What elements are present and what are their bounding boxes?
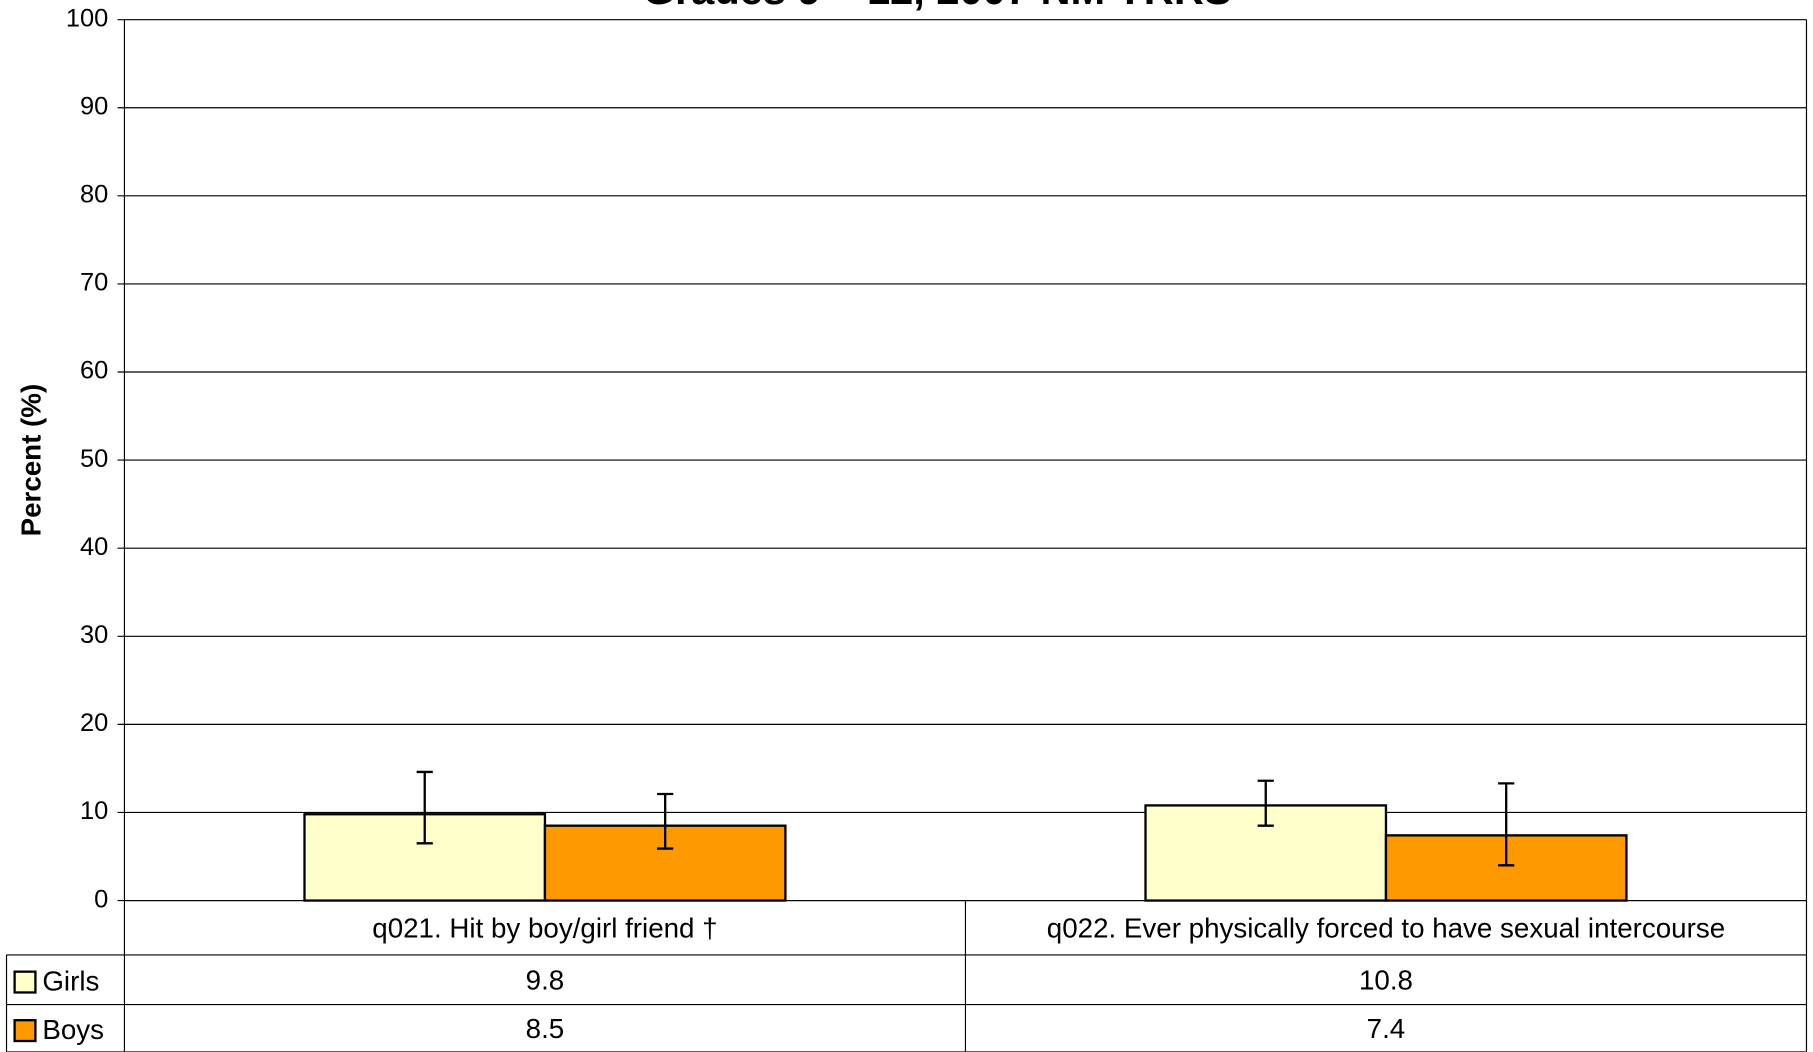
legend-label: Boys [42,1014,104,1045]
y-tick-label: 20 [80,709,108,737]
table-value: 9.8 [526,964,565,995]
legend-label: Girls [42,966,99,997]
y-axis-label: Percent (%) [15,384,46,537]
y-tick-label: 50 [80,445,108,473]
legend-key [13,970,37,994]
x-tick-label: q021. Hit by boy/girl friend † [372,912,717,943]
y-tick-label: 80 [80,181,108,209]
y-tick-label: 60 [80,357,108,385]
x-tick-label: q022. Ever physically forced to have sex… [1047,912,1725,943]
table-value: 10.8 [1359,964,1413,995]
y-tick-label: 70 [80,269,108,297]
y-tick-label: 100 [66,4,108,32]
legend-key [13,1019,37,1043]
chart-title: Grades 9 – 12, 2007 NM YRRS [643,0,1232,13]
y-tick-label: 0 [94,885,108,913]
y-tick-label: 30 [80,621,108,649]
table-value: 8.5 [526,1013,565,1044]
y-tick-label: 90 [80,92,108,120]
table-value: 7.4 [1367,1013,1406,1044]
y-tick-label: 40 [80,533,108,561]
y-tick-label: 10 [80,797,108,825]
